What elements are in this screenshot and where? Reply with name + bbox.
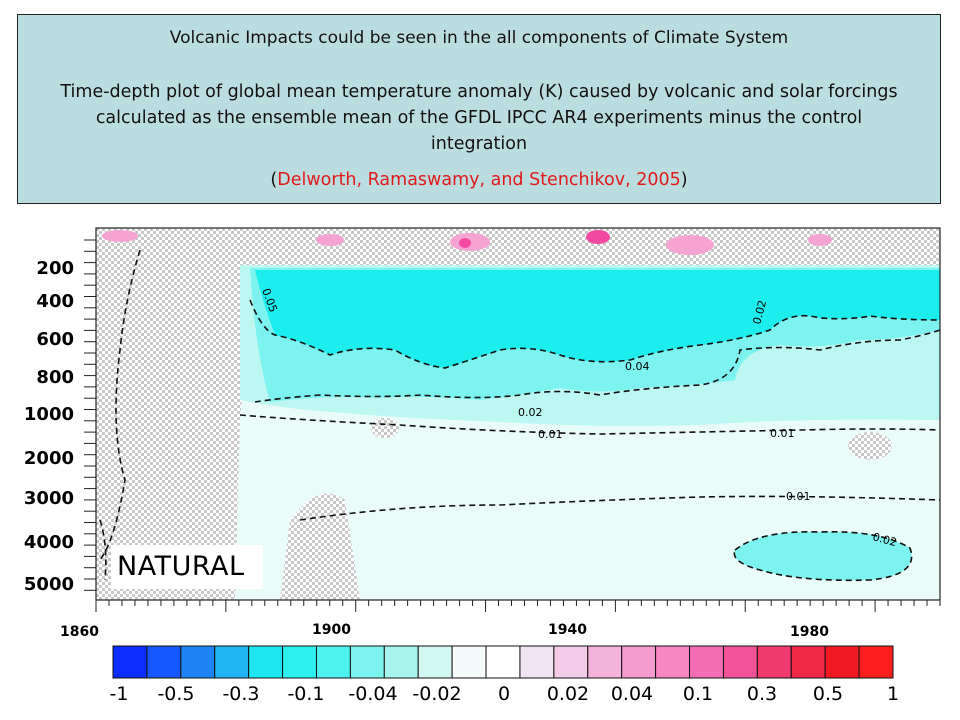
hatch-spot-1 [848, 432, 892, 460]
caption-box: Volcanic Impacts could be seen in the al… [17, 14, 941, 204]
x-axis [95, 600, 941, 612]
y-axis [84, 239, 96, 591]
colorbar-tick-label: 1 [887, 683, 899, 705]
citation-close: ) [680, 170, 688, 190]
colorbar-swatch [587, 645, 623, 679]
deep-patch [734, 531, 912, 581]
colorbar-tick-label: 0.02 [547, 683, 589, 705]
contour-label-4: 0.01 [538, 428, 563, 441]
contour-label-5: 0.01 [770, 427, 795, 440]
surface-layer [96, 228, 940, 270]
y-tick-label: 4000 [24, 532, 74, 553]
citation-open: ( [270, 170, 278, 190]
colorbar-swatch [349, 645, 385, 679]
colorbar-swatch [621, 645, 657, 679]
y-tick-label: 400 [36, 291, 74, 312]
colorbar-tick-label: -0.1 [287, 683, 324, 705]
plot-frame [95, 227, 941, 601]
colorbar-tick-label: -0.02 [412, 683, 461, 705]
heatmap-field [96, 228, 940, 600]
y-tick-labels: 200 400 600 800 1000 2000 3000 4000 5000 [24, 258, 74, 595]
colorbar-swatch [858, 645, 894, 679]
y-tick-label: 3000 [24, 488, 74, 509]
colorbar-tick-label: 0.5 [813, 683, 843, 705]
colorbar-swatch [756, 645, 792, 679]
colorbar-tick-label: 0.04 [611, 683, 653, 705]
colorbar-swatch [315, 645, 351, 679]
colorbar [112, 645, 894, 679]
colorbar-swatch [790, 645, 826, 679]
caption-subtitle: Time-depth plot of global mean temperatu… [60, 82, 898, 154]
colorbar-tick-label: -0.04 [348, 683, 397, 705]
contour-label-6: 0.01 [786, 490, 811, 503]
x-tick-label: 1900 [312, 622, 351, 638]
y-tick-label: 200 [36, 258, 74, 279]
contour-label-2: 0.04 [625, 360, 650, 373]
panel-label: NATURAL [111, 545, 263, 589]
colorbar-swatch [519, 645, 555, 679]
x-tick-label: 1860 [60, 624, 99, 640]
citation-line: (Delworth, Ramaswamy, and Stenchikov, 20… [18, 170, 940, 190]
colorbar-tick-label: 0.3 [747, 683, 777, 705]
colorbar-tick-label: 0 [498, 683, 510, 705]
colorbar-swatch [655, 645, 691, 679]
y-tick-label: 800 [36, 367, 74, 388]
y-tick-label: 1000 [24, 404, 74, 425]
contour-lines [99, 249, 940, 582]
x-tick-label: 1940 [548, 622, 587, 638]
caption-heading: Volcanic Impacts could be seen in the al… [169, 28, 789, 48]
colorbar-tick-label: -1 [110, 683, 129, 705]
y-tick-label: 2000 [24, 448, 74, 469]
colorbar-tick-label: 0.1 [683, 683, 713, 705]
x-tick-labels: 1860 1900 1940 1980 [60, 622, 829, 640]
colorbar-swatch [214, 645, 250, 679]
colorbar-swatch [417, 645, 453, 679]
x-tick-label: 1980 [790, 624, 829, 640]
colorbar-swatch [282, 645, 317, 679]
colorbar-swatch [689, 645, 724, 679]
colorbar-tick-label: -0.5 [157, 683, 194, 705]
hatched-region-left [96, 228, 250, 600]
contour-label-7: 0.02 [871, 530, 898, 549]
colorbar-swatch [248, 645, 284, 679]
colorbar-swatch [485, 645, 521, 679]
y-tick-label: 600 [36, 329, 74, 350]
surface-strong-positive [459, 230, 610, 248]
colorbar-swatch [112, 645, 148, 679]
y-tick-label: 5000 [24, 574, 74, 595]
colorbar-tick-label: -0.3 [222, 683, 259, 705]
colorbar-swatch [451, 645, 487, 679]
colorbar-swatch [180, 645, 216, 679]
colorbar-tick-labels: -1 -0.5 -0.3 -0.1 -0.04 -0.02 0 0.02 0.0… [110, 683, 900, 705]
colorbar-swatch [722, 645, 758, 679]
citation-text: Delworth, Ramaswamy, and Stenchikov, 200… [277, 170, 681, 190]
contour-labels: 0.05 0.04 0.02 0.01 0.01 0.01 0.02 0.02 [259, 287, 898, 550]
colorbar-swatch [824, 645, 860, 679]
hatch-spot-2 [371, 418, 399, 438]
colorbar-swatch [553, 645, 589, 679]
colorbar-swatch [383, 645, 419, 679]
contour-label-8: 0.02 [750, 299, 769, 326]
colorbar-swatch [146, 645, 182, 679]
contour-label-3: 0.02 [518, 406, 543, 419]
band-neg-strong [255, 270, 940, 368]
